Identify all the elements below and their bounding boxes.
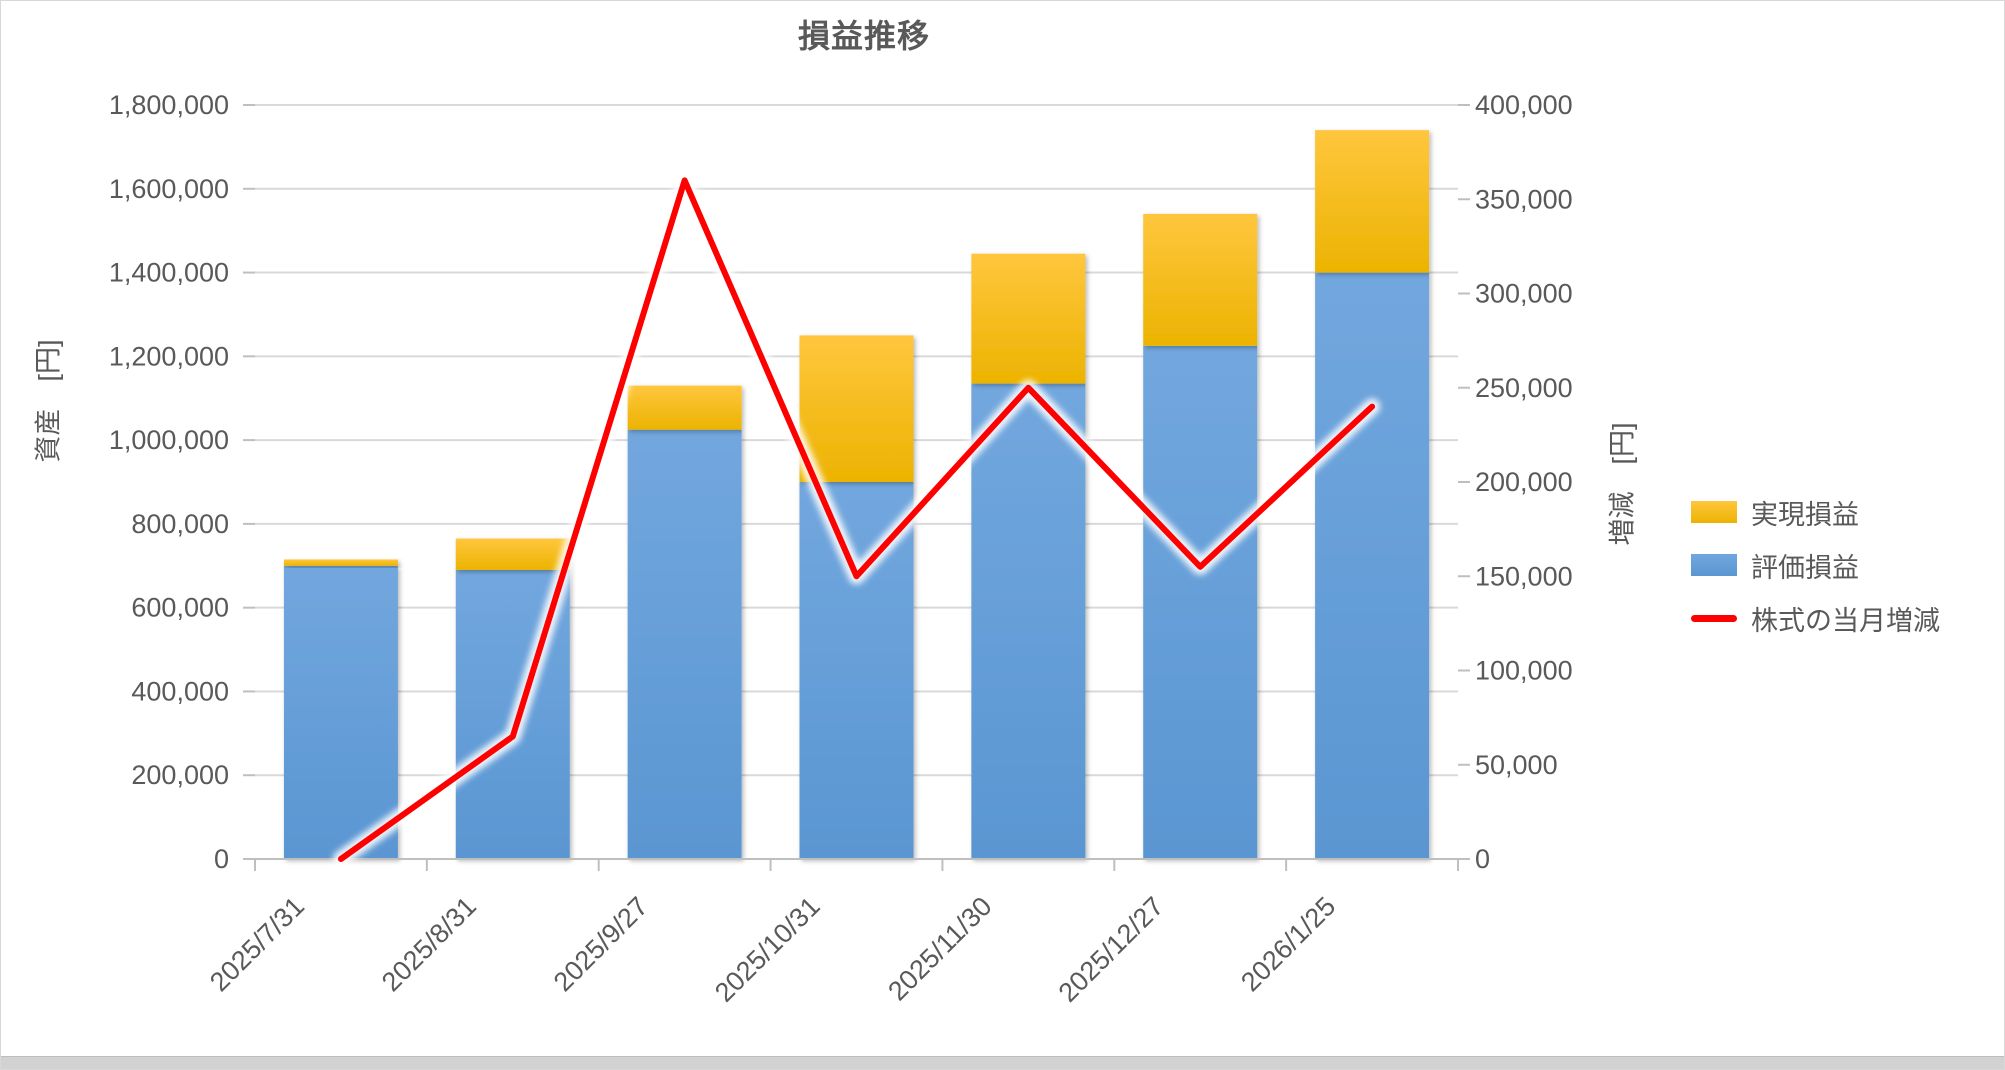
x-category-label: 2025/8/31 [376,891,482,997]
bar-segment[interactable] [283,559,398,566]
x-category-label: 2025/12/27 [1053,891,1170,1008]
axes [243,104,1470,871]
bar-series[interactable] [283,130,1430,860]
right-tick-label: 200,000 [1475,467,1573,497]
bar-segment[interactable] [627,429,742,859]
left-tick-label: 200,000 [131,760,229,790]
left-tick-label: 1,800,000 [109,90,229,120]
left-tick-label: 1,400,000 [109,258,229,288]
realized-swatch-icon [1691,501,1737,523]
x-category-label: 2026/1/25 [1235,891,1341,997]
legend-item-unrealized[interactable]: 評価損益 [1691,551,1940,583]
left-tick-label: 1,600,000 [109,174,229,204]
chart-title: 損益推移 [797,18,930,54]
legend: 実現損益 評価損益 株式の当月増減 [1691,498,1940,657]
legend-label: 株式の当月増減 [1751,605,1940,636]
x-category-label: 2025/7/31 [204,891,310,997]
right-tick-label: 250,000 [1475,373,1573,403]
bar-segment[interactable] [971,383,1086,859]
legend-label: 実現損益 [1751,499,1859,530]
line-path[interactable] [337,177,1376,862]
right-tick-label: 50,000 [1475,750,1558,780]
right-tick-label: 350,000 [1475,184,1573,214]
bar-segment[interactable] [455,538,570,570]
left-tick-label: 1,200,000 [109,341,229,371]
legend-item-line[interactable]: 株式の当月増減 [1691,604,1940,636]
line-swatch-icon [1691,614,1737,622]
bar-segment[interactable] [1143,345,1258,860]
left-tick-label: 600,000 [131,593,229,623]
bar-segment[interactable] [627,385,742,430]
left-tick-label: 400,000 [131,676,229,706]
right-tick-label: 400,000 [1475,90,1573,120]
bar-segment[interactable] [1315,130,1430,273]
bar-segment[interactable] [971,253,1086,384]
right-tick-label: 300,000 [1475,279,1573,309]
unrealized-swatch-icon [1691,554,1737,576]
left-tick-label: 1,000,000 [109,425,229,455]
left-tick-label: 800,000 [131,509,229,539]
line-series[interactable] [332,172,1381,867]
bar-segment[interactable] [283,565,398,859]
legend-label: 評価損益 [1751,552,1859,583]
left-tick-label: 0 [214,844,229,874]
bar-segment[interactable] [799,335,914,482]
x-category-label: 2025/11/30 [882,891,997,1006]
right-tick-label: 150,000 [1475,561,1573,591]
right-tick-label: 0 [1475,844,1490,874]
bottom-strip [1,1056,2004,1069]
x-category-label: 2025/9/27 [548,891,654,997]
legend-item-realized[interactable]: 実現損益 [1691,498,1940,530]
right-tick-label: 100,000 [1475,656,1573,686]
x-category-label: 2025/10/31 [709,891,826,1008]
bar-segment[interactable] [1315,272,1430,859]
bar-segment[interactable] [1143,213,1258,346]
